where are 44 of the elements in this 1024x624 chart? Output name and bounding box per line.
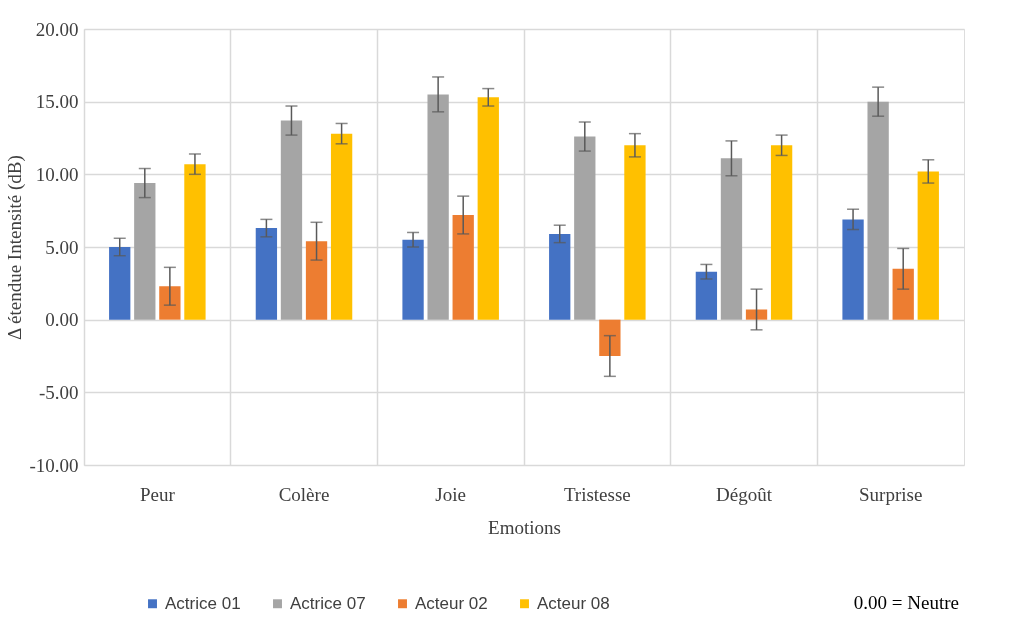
bar xyxy=(624,145,646,320)
bar xyxy=(134,183,156,320)
bar xyxy=(867,101,889,320)
text: 0.00 = Neutre xyxy=(853,592,959,613)
bar xyxy=(402,239,424,320)
x-tick-label: Colère xyxy=(278,483,330,505)
x-tick-label: Joie xyxy=(435,483,466,505)
x-axis-title: Emotions xyxy=(488,516,561,538)
bar xyxy=(770,145,793,320)
y-axis-title: Δ étendue Intensité (dB) xyxy=(4,155,27,340)
bar xyxy=(549,233,571,320)
bar xyxy=(720,158,743,320)
bar xyxy=(427,94,449,320)
legend-label: Acteur 08 xyxy=(537,593,610,613)
legend-label: Actrice 07 xyxy=(290,593,366,613)
bar xyxy=(280,120,303,320)
y-tick-label: 20.00 xyxy=(35,18,79,40)
legend-label: Acteur 02 xyxy=(415,593,488,613)
bar xyxy=(109,247,131,320)
y-tick-label: -10.00 xyxy=(29,454,79,476)
bar xyxy=(159,286,181,320)
x-tick-label: Peur xyxy=(139,483,176,505)
bar xyxy=(184,164,206,320)
bar xyxy=(305,241,328,320)
bar xyxy=(574,136,596,320)
bar xyxy=(330,133,353,320)
legend-label: Actrice 01 xyxy=(165,593,241,613)
y-tick-label: 5.00 xyxy=(45,236,79,258)
bar xyxy=(695,271,718,320)
x-tick-label: Dégoût xyxy=(716,483,773,505)
bar xyxy=(477,97,499,320)
bar xyxy=(892,268,914,320)
x-tick-label: Tristesse xyxy=(563,483,631,505)
bar xyxy=(255,228,278,320)
y-tick-label: 15.00 xyxy=(35,91,79,113)
bar xyxy=(452,215,474,320)
x-tick-label: Surprise xyxy=(859,483,923,505)
y-tick-label: 10.00 xyxy=(35,163,79,185)
bar xyxy=(745,309,768,320)
y-tick-label: -5.00 xyxy=(38,381,79,403)
bar xyxy=(842,219,864,320)
bar xyxy=(917,171,939,320)
y-tick-label: 0.00 xyxy=(45,309,79,331)
bar xyxy=(599,319,621,356)
